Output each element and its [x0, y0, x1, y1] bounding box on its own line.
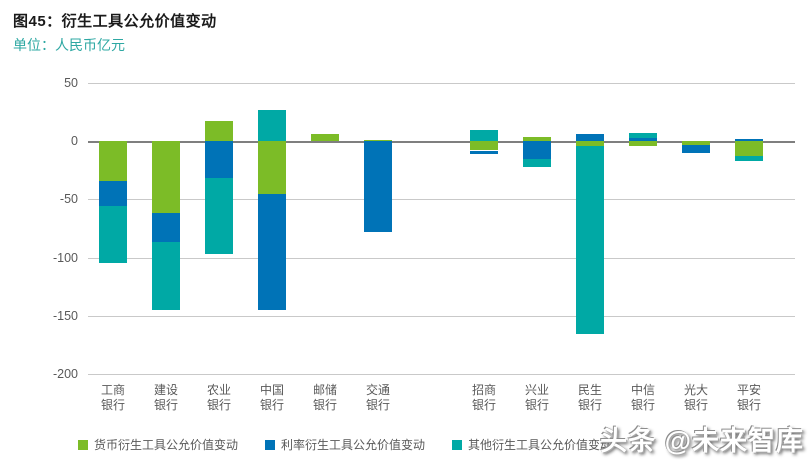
bar-segment: [364, 140, 392, 142]
bar-segment: [99, 206, 127, 264]
bar-segment: [470, 141, 498, 151]
bar-segment: [629, 141, 657, 146]
bar-segment: [258, 141, 286, 194]
gridline: [88, 83, 795, 84]
x-category-label: 中信 银行: [630, 383, 655, 412]
y-tick-label: -150: [52, 308, 78, 323]
y-tick-label: 0: [71, 134, 78, 149]
gridline: [88, 315, 795, 317]
gridline: [88, 374, 795, 375]
bar-segment: [152, 242, 180, 310]
watermark: 头条 @未来智库: [600, 426, 804, 456]
bar-segment: [205, 178, 233, 255]
x-category-label: 平安 银行: [736, 383, 761, 412]
y-tick-label: -50: [59, 192, 78, 207]
x-category-label: 工商 银行: [100, 383, 125, 412]
zero-gridline: [88, 141, 795, 144]
bar-segment: [735, 156, 763, 161]
x-category-label: 农业 银行: [206, 383, 231, 412]
x-category-label: 建设 银行: [153, 383, 178, 412]
bar-segment: [152, 141, 180, 214]
bar-segment: [99, 141, 127, 181]
legend-swatch: [265, 439, 276, 450]
legend-item: 利率衍生工具公允价值变动: [265, 436, 425, 453]
legend-label: 利率衍生工具公允价值变动: [281, 438, 426, 452]
bar-segment: [258, 193, 286, 310]
bar-segment: [523, 158, 551, 167]
chart-legend: 货币衍生工具公允价值变动 利率衍生工具公允价值变动 其他衍生工具公允价值变动: [78, 436, 612, 453]
x-category-label: 光大 银行: [683, 383, 708, 412]
legend-swatch: [78, 439, 88, 450]
legend-label: 货币衍生工具公允价值变动: [94, 438, 239, 452]
y-tick-label: 50: [64, 76, 78, 90]
bar-segment: [576, 145, 604, 335]
bar-segment: [470, 150, 498, 154]
gridline: [88, 199, 795, 201]
bar-segment: [735, 138, 763, 142]
bar-segment: [258, 109, 286, 142]
bar-segment: [735, 141, 763, 157]
legend-item: 货币衍生工具公允价值变动: [78, 436, 238, 453]
legend-swatch: [452, 439, 463, 450]
bar-segment: [311, 134, 339, 142]
bar-segment: [523, 141, 551, 159]
bar-segment: [629, 137, 657, 142]
y-tick-label: -200: [52, 367, 78, 381]
x-category-label: 招商 银行: [471, 383, 496, 412]
bar-segment: [364, 141, 392, 232]
x-category-label: 交通 银行: [365, 383, 390, 412]
bar-segment: [629, 133, 657, 138]
bar-segment: [470, 129, 498, 142]
bar-segment: [576, 134, 604, 142]
bar-segment: [205, 141, 233, 179]
x-category-label: 邮储 银行: [312, 383, 337, 412]
y-tick-label: -100: [52, 250, 78, 265]
legend-item: 其他衍生工具公允价值变动: [452, 436, 612, 453]
bar-segment: [99, 180, 127, 207]
chart-plot-area: 50 0 -50 -100 -150 -200 工商 银行 建设 银行 农业 银行 中国 银行 邮储 银行 交通…: [53, 76, 795, 412]
x-category-label: 兴业 银行: [524, 383, 549, 412]
unit-label: 单位：人民币亿元: [13, 37, 125, 53]
bar-segment: [576, 141, 604, 146]
gridline: [88, 257, 795, 259]
bar-segment: [682, 144, 710, 153]
legend-label: 其他衍生工具公允价值变动: [468, 438, 613, 452]
bar-segment: [523, 136, 551, 142]
figure-title: 图45：衍生工具公允价值变动: [13, 13, 217, 30]
bar-segment: [152, 213, 180, 243]
bar-segment: [205, 121, 233, 142]
bar-segment: [682, 141, 710, 145]
x-category-label: 中国 银行: [259, 383, 284, 412]
x-category-label: 民生 银行: [577, 383, 602, 412]
